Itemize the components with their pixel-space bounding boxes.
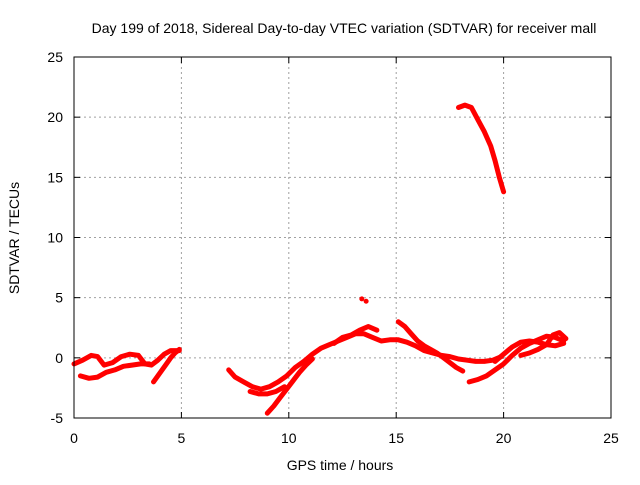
y-axis-title: SDTVAR / TECUs <box>6 182 22 294</box>
data-trace-segment <box>264 356 315 416</box>
x-tick-label: 10 <box>281 430 297 446</box>
y-tick-label: 10 <box>47 230 63 246</box>
y-tick-label: 0 <box>55 350 63 366</box>
data-trace-segment <box>247 384 287 397</box>
x-tick-label: 20 <box>496 430 512 446</box>
y-tick-label: 25 <box>47 49 63 65</box>
x-tick-label: 5 <box>178 430 186 446</box>
y-tick-label: 20 <box>47 109 63 125</box>
data-trace-segment <box>151 346 182 385</box>
y-tick-label: 15 <box>47 169 63 185</box>
data-trace-segment <box>518 330 569 358</box>
data-trace-segment <box>395 319 466 374</box>
data-trace-segment <box>71 348 182 368</box>
x-axis-title: GPS time / hours <box>287 457 394 473</box>
data-point <box>363 298 369 304</box>
x-tick-label: 0 <box>70 430 78 446</box>
data-trace-segment <box>466 333 567 385</box>
y-tick-label: -5 <box>51 410 64 426</box>
x-tick-label: 25 <box>603 430 619 446</box>
chart-title: Day 199 of 2018, Sidereal Day-to-day VTE… <box>92 20 597 36</box>
axis-ticks: 0 5 10 15 20 25 -5 0 5 10 15 20 25 <box>47 49 619 446</box>
data-point <box>359 296 365 302</box>
data-series <box>71 102 569 416</box>
data-trace-segment <box>331 324 380 346</box>
data-trace-segment <box>456 102 507 195</box>
x-tick-label: 15 <box>388 430 404 446</box>
y-tick-label: 5 <box>55 290 63 306</box>
data-trace-segment <box>226 331 504 392</box>
data-trace-segment <box>77 361 152 381</box>
data-trace-segment <box>492 338 567 364</box>
